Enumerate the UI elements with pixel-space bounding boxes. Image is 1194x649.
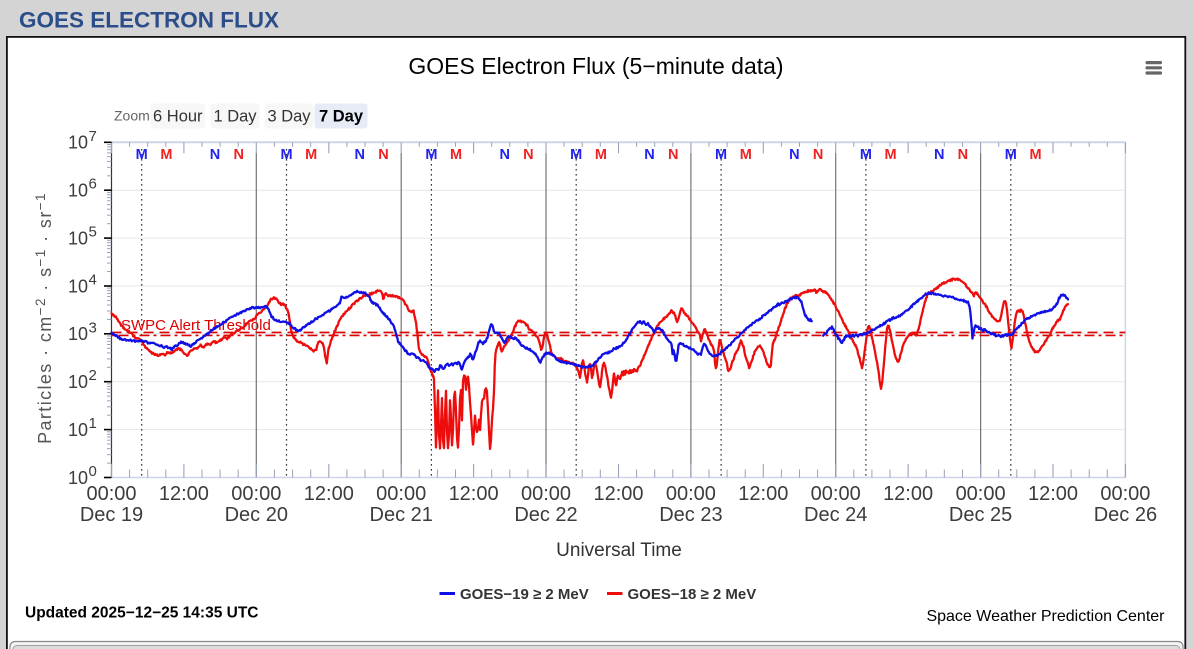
svg-text:0: 0 xyxy=(89,463,97,480)
svg-text:Dec 20: Dec 20 xyxy=(225,504,288,526)
svg-text:Updated 2025−12−25 14:35 UTC: Updated 2025−12−25 14:35 UTC xyxy=(25,605,258,622)
svg-text:M: M xyxy=(740,147,752,163)
svg-text:M: M xyxy=(885,147,897,163)
svg-text:12:00: 12:00 xyxy=(449,483,499,505)
svg-text:M: M xyxy=(595,147,607,163)
svg-text:GOES−18 ≥ 2 MeV: GOES−18 ≥ 2 MeV xyxy=(628,586,757,603)
svg-text:N: N xyxy=(958,147,968,163)
svg-text:4: 4 xyxy=(89,272,97,289)
svg-text:Space Weather Prediction Cente: Space Weather Prediction Center xyxy=(926,608,1165,625)
svg-text:N: N xyxy=(378,147,388,163)
svg-text:6: 6 xyxy=(89,176,97,193)
svg-text:00:00: 00:00 xyxy=(811,483,861,505)
svg-text:Dec 19: Dec 19 xyxy=(80,504,143,526)
svg-text:10: 10 xyxy=(68,324,88,344)
svg-text:Universal Time: Universal Time xyxy=(556,540,682,561)
svg-text:12:00: 12:00 xyxy=(1028,483,1078,505)
svg-text:N: N xyxy=(789,147,799,163)
svg-text:GOES ELECTRON FLUX: GOES ELECTRON FLUX xyxy=(19,8,279,33)
svg-text:M: M xyxy=(425,147,437,163)
svg-text:00:00: 00:00 xyxy=(956,483,1006,505)
svg-text:Dec 23: Dec 23 xyxy=(659,504,722,526)
svg-text:SWPC Alert Threshold: SWPC Alert Threshold xyxy=(121,317,271,334)
svg-text:10: 10 xyxy=(68,133,88,153)
svg-text:M: M xyxy=(280,147,292,163)
svg-text:12:00: 12:00 xyxy=(159,483,209,505)
svg-text:10: 10 xyxy=(68,228,88,248)
svg-text:12:00: 12:00 xyxy=(883,483,933,505)
svg-text:00:00: 00:00 xyxy=(376,483,426,505)
svg-text:1 Day: 1 Day xyxy=(213,108,257,126)
svg-text:00:00: 00:00 xyxy=(86,483,136,505)
svg-text:7: 7 xyxy=(89,128,97,145)
svg-text:N: N xyxy=(355,147,365,163)
svg-text:5: 5 xyxy=(89,224,97,241)
svg-text:Dec 24: Dec 24 xyxy=(804,504,867,526)
svg-text:M: M xyxy=(715,147,727,163)
svg-text:6 Hour: 6 Hour xyxy=(153,108,203,126)
svg-text:3: 3 xyxy=(89,319,97,336)
svg-text:12:00: 12:00 xyxy=(738,483,788,505)
svg-text:M: M xyxy=(450,147,462,163)
svg-text:M: M xyxy=(160,147,172,163)
svg-text:N: N xyxy=(499,147,509,163)
svg-text:N: N xyxy=(668,147,678,163)
svg-text:10: 10 xyxy=(68,468,88,488)
svg-text:N: N xyxy=(813,147,823,163)
svg-text:Dec 26: Dec 26 xyxy=(1094,504,1157,526)
svg-text:10: 10 xyxy=(68,372,88,392)
svg-text:N: N xyxy=(210,147,220,163)
svg-text:M: M xyxy=(1029,147,1041,163)
svg-text:10: 10 xyxy=(68,181,88,201)
svg-text:12:00: 12:00 xyxy=(304,483,354,505)
svg-text:00:00: 00:00 xyxy=(1100,483,1150,505)
svg-text:3 Day: 3 Day xyxy=(267,108,311,126)
svg-text:00:00: 00:00 xyxy=(666,483,716,505)
svg-text:1: 1 xyxy=(89,415,97,432)
svg-text:M: M xyxy=(1005,147,1017,163)
svg-text:00:00: 00:00 xyxy=(231,483,281,505)
svg-text:N: N xyxy=(233,147,243,163)
svg-text:Zoom: Zoom xyxy=(114,108,150,124)
svg-text:2: 2 xyxy=(89,367,97,384)
svg-text:N: N xyxy=(644,147,654,163)
svg-text:M: M xyxy=(860,147,872,163)
svg-text:N: N xyxy=(523,147,533,163)
svg-text:Dec 25: Dec 25 xyxy=(949,504,1012,526)
svg-text:GOES Electron Flux (5−minute d: GOES Electron Flux (5−minute data) xyxy=(408,53,783,79)
svg-text:12:00: 12:00 xyxy=(593,483,643,505)
svg-text:Dec 21: Dec 21 xyxy=(370,504,433,526)
svg-text:GOES−19 ≥ 2 MeV: GOES−19 ≥ 2 MeV xyxy=(460,586,589,603)
svg-text:N: N xyxy=(934,147,944,163)
svg-text:Particles · cm−2 · s−1 · sr−1: Particles · cm−2 · s−1 · sr−1 xyxy=(33,192,55,444)
svg-text:Dec 22: Dec 22 xyxy=(514,504,577,526)
svg-text:7 Day: 7 Day xyxy=(319,108,364,126)
svg-text:M: M xyxy=(305,147,317,163)
svg-text:M: M xyxy=(570,147,582,163)
svg-text:00:00: 00:00 xyxy=(521,483,571,505)
svg-text:10: 10 xyxy=(68,420,88,440)
svg-text:M: M xyxy=(136,147,148,163)
svg-text:10: 10 xyxy=(68,276,88,296)
